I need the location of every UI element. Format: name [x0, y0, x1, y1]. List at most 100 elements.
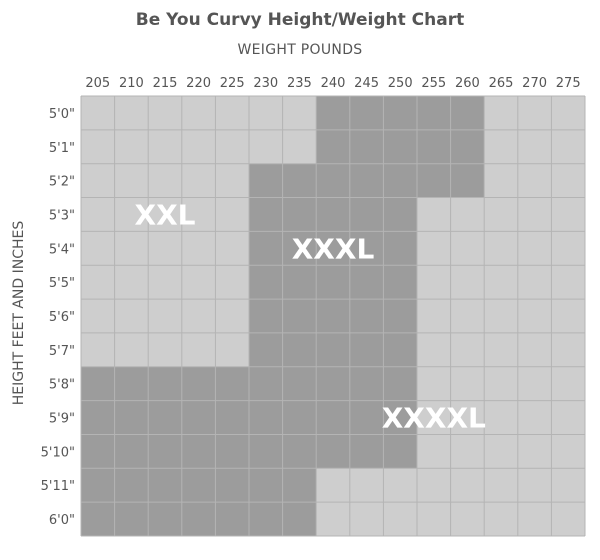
x-tick-label: 245 [354, 76, 379, 91]
grid-cell-xxxl [383, 163, 417, 198]
grid-cell-xxl [81, 163, 115, 198]
grid-cell-xxxxl [383, 502, 417, 536]
grid-cell-xxl [148, 163, 182, 198]
grid-cell-xxxl [383, 434, 417, 469]
grid-cell-xxl [148, 231, 182, 266]
grid-cell-xxxl [282, 332, 317, 367]
grid-cell-xxxl [383, 332, 417, 367]
grid-cell-xxxxl [484, 163, 518, 198]
grid-cell-xxxxl [551, 434, 585, 469]
grid-cell-xxxxl [417, 366, 451, 401]
grid-cell-xxxl [349, 96, 384, 130]
grid-cell-xxxl [249, 502, 283, 536]
x-tick-label: 265 [489, 76, 514, 91]
grid-cell-xxxl [249, 434, 283, 469]
grid-cell-xxl [215, 129, 249, 164]
grid-cell-xxxl [383, 265, 417, 300]
y-tick-label: 5'4" [49, 242, 75, 257]
grid-cell-xxl [81, 197, 115, 232]
y-tick-label: 5'0" [49, 107, 75, 122]
zone-label-xxxxl: XXXXL [382, 402, 486, 435]
grid-cell-xxxxl [450, 400, 485, 435]
grid-cell-xxl [148, 129, 182, 164]
grid-cell-xxl [249, 96, 283, 130]
grid-cell-xxxl [282, 299, 317, 333]
grid-cell-xxxl [215, 366, 249, 401]
grid-cell-xxxl [249, 468, 283, 503]
grid-cell-xxxl [316, 163, 350, 198]
grid-cell-xxxl [316, 332, 350, 367]
y-tick-label: 5'6" [49, 310, 75, 325]
grid-cell-xxxl [383, 96, 417, 130]
grid-cell-xxxl [316, 265, 350, 300]
grid-cell-xxxl [450, 163, 485, 198]
grid-cell-xxxxl [484, 434, 518, 469]
grid-cell-xxxl [81, 468, 115, 503]
grid-cell-xxxxl [551, 163, 585, 198]
grid-cell-xxl [215, 265, 249, 300]
x-tick-label: 250 [388, 76, 413, 91]
grid-cell-xxl [81, 299, 115, 333]
grid-cell-xxl [148, 332, 182, 367]
grid-cell-xxxl [181, 502, 216, 536]
grid-cell-xxxl [383, 129, 417, 164]
x-tick-label: 240 [321, 76, 346, 91]
grid-cell-xxxl [81, 400, 115, 435]
grid-cell-xxxl [282, 400, 317, 435]
grid-cell-xxxxl [517, 265, 552, 300]
grid-cell-xxxl [349, 299, 384, 333]
grid-cell-xxxxl [417, 502, 451, 536]
grid-cell-xxxxl [551, 231, 585, 266]
x-tick-label: 230 [253, 76, 278, 91]
grid-cell-xxxl [349, 400, 384, 435]
grid-cell-xxxl [383, 366, 417, 401]
grid-cell-xxl [215, 231, 249, 266]
grid-cell-xxxxl [450, 197, 485, 232]
grid-cell-xxxl [249, 197, 283, 232]
zone-label-xxxl: XXXL [292, 232, 375, 265]
grid-cell-xxxxl [484, 231, 518, 266]
grid-cell-xxxl [114, 434, 149, 469]
grid-cell-xxxxl [517, 197, 552, 232]
grid-cell-xxxxl [484, 502, 518, 536]
grid-cell-xxl [181, 96, 216, 130]
grid-cell-xxl [114, 265, 149, 300]
grid-cell-xxxxl [450, 299, 485, 333]
grid-cell-xxxxl [517, 366, 552, 401]
grid-cell-xxxxl [551, 265, 585, 300]
grid-cell-xxxl [148, 400, 182, 435]
grid-cell-xxxl [316, 96, 350, 130]
grid-cell-xxxxl [551, 468, 585, 503]
grid-cell-xxl [215, 163, 249, 198]
grid-cell-xxxxl [517, 299, 552, 333]
grid-cell-xxl [148, 96, 182, 130]
x-tick-label: 260 [455, 76, 480, 91]
grid-cell-xxxxl [450, 366, 485, 401]
grid-cell-xxxxl [484, 400, 518, 435]
grid-cell-xxxl [81, 434, 115, 469]
grid-cell-xxxl [282, 366, 317, 401]
grid-cell-xxxl [181, 366, 216, 401]
grid-cell-xxxl [114, 502, 149, 536]
x-tick-label: 215 [153, 76, 178, 91]
y-tick-label: 6'0" [49, 513, 75, 528]
grid-cell-xxl [181, 129, 216, 164]
grid-cell-xxl [181, 299, 216, 333]
y-tick-label: 5'8" [49, 378, 75, 393]
grid-cell-xxxl [249, 231, 283, 266]
grid-cell-xxxl [282, 502, 317, 536]
grid-cell-xxl [181, 265, 216, 300]
grid-cell-xxxl [417, 96, 451, 130]
grid-cell-xxxl [282, 468, 317, 503]
grid-cell-xxxxl [450, 434, 485, 469]
x-tick-label: 205 [85, 76, 110, 91]
grid-cell-xxxxl [417, 434, 451, 469]
y-tick-label: 5'9" [49, 412, 75, 427]
grid-cell-xxxl [215, 400, 249, 435]
x-tick-label: 235 [287, 76, 312, 91]
grid-cell-xxxxl [484, 468, 518, 503]
grid-cell-xxxl [282, 231, 317, 266]
grid-cell-xxxl [249, 332, 283, 367]
grid-cell-xxl [215, 96, 249, 130]
grid-cell-xxl [215, 332, 249, 367]
